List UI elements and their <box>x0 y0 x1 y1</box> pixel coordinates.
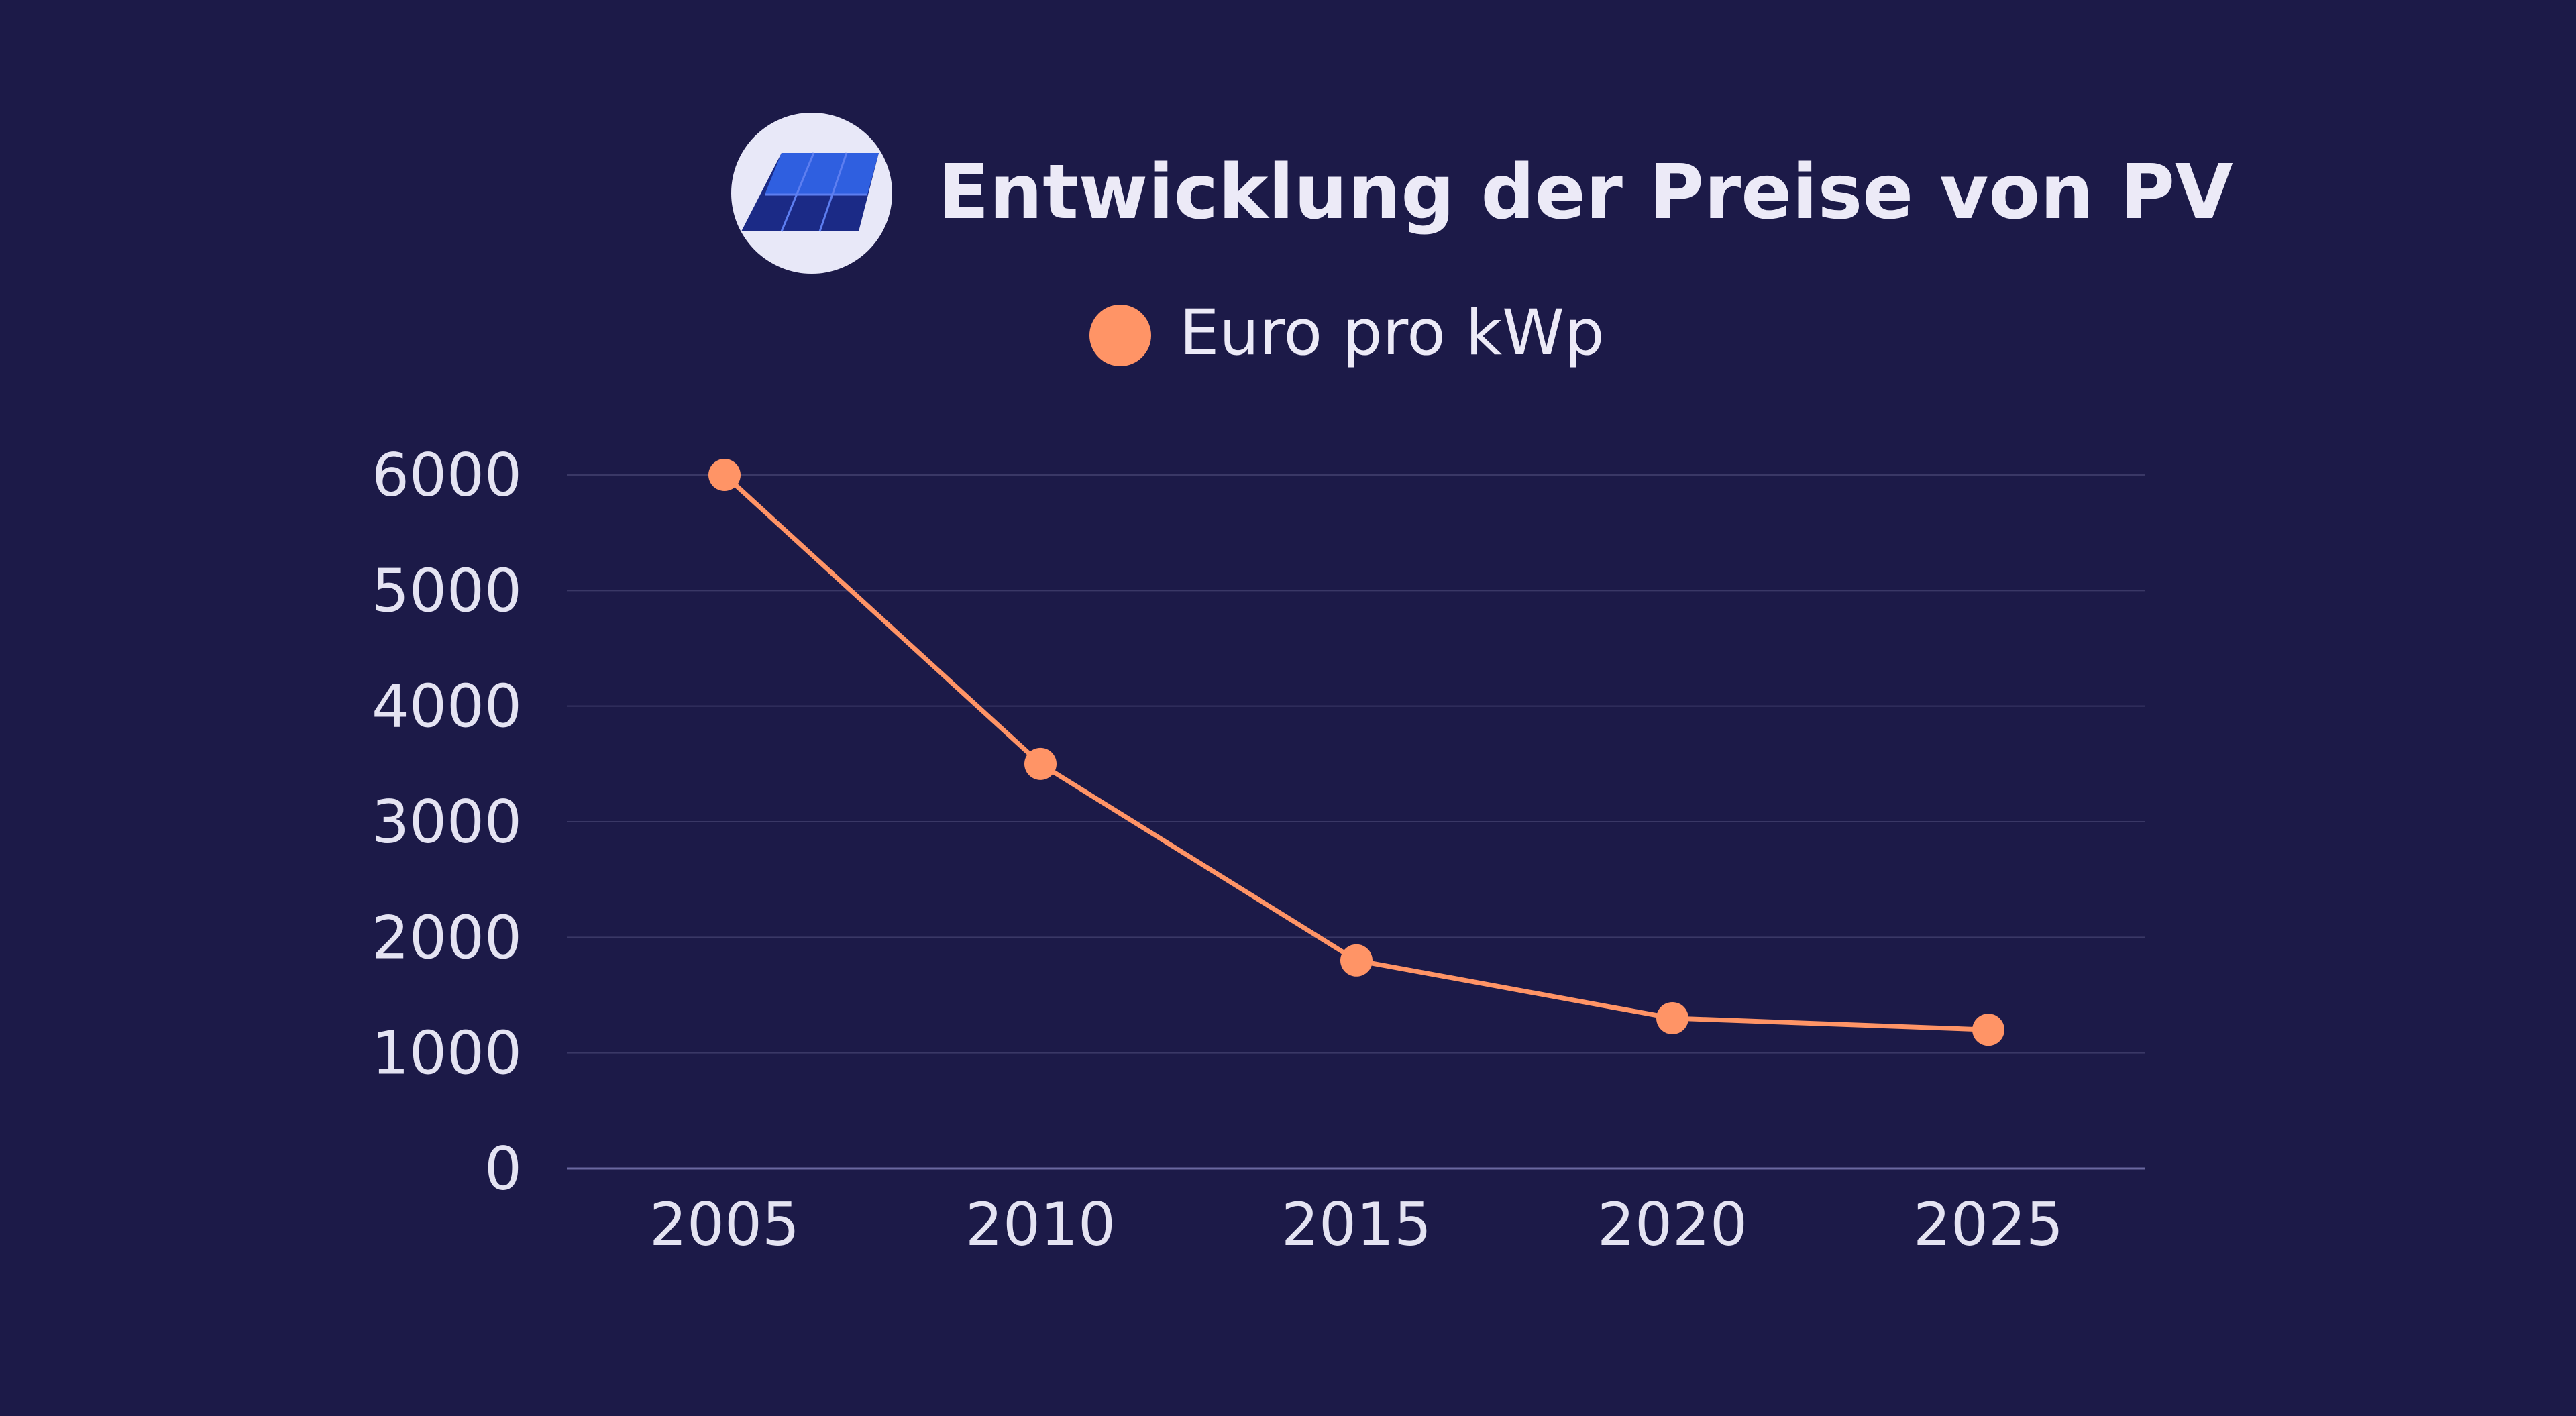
circle-marker-icon <box>1089 305 1151 366</box>
x-axis-ticks: 2005 2010 2015 2020 2025 <box>649 1190 2063 1259</box>
series-euro-pro-kwp <box>708 459 2004 1046</box>
x-tick-label: 2010 <box>965 1190 1116 1259</box>
legend-label: Euro pro kWp <box>1179 296 1605 370</box>
y-tick-label: 5000 <box>372 556 522 625</box>
x-tick-label: 2005 <box>649 1190 800 1259</box>
solar-panel-icon <box>731 113 892 274</box>
y-tick-label: 0 <box>484 1134 522 1203</box>
y-tick-label: 4000 <box>372 672 522 741</box>
x-tick-label: 2020 <box>1597 1190 1748 1259</box>
x-tick-label: 2025 <box>1913 1190 2063 1259</box>
y-axis-ticks: 0 1000 2000 3000 4000 5000 6000 <box>372 441 522 1203</box>
data-point[interactable] <box>1972 1014 2004 1046</box>
y-tick-label: 1000 <box>372 1019 522 1088</box>
data-point[interactable] <box>1024 747 1057 780</box>
data-point[interactable] <box>1656 1001 1688 1034</box>
legend[interactable]: Euro pro kWp <box>1089 296 1605 370</box>
chart-title: Entwicklung der Preise von PV <box>938 149 2233 236</box>
y-tick-label: 2000 <box>372 903 522 972</box>
data-point[interactable] <box>708 459 741 491</box>
grid-lines <box>567 474 2145 1170</box>
data-point[interactable] <box>1340 944 1373 977</box>
y-tick-label: 3000 <box>372 787 522 857</box>
x-tick-label: 2015 <box>1281 1190 1432 1259</box>
y-tick-label: 6000 <box>372 441 522 510</box>
